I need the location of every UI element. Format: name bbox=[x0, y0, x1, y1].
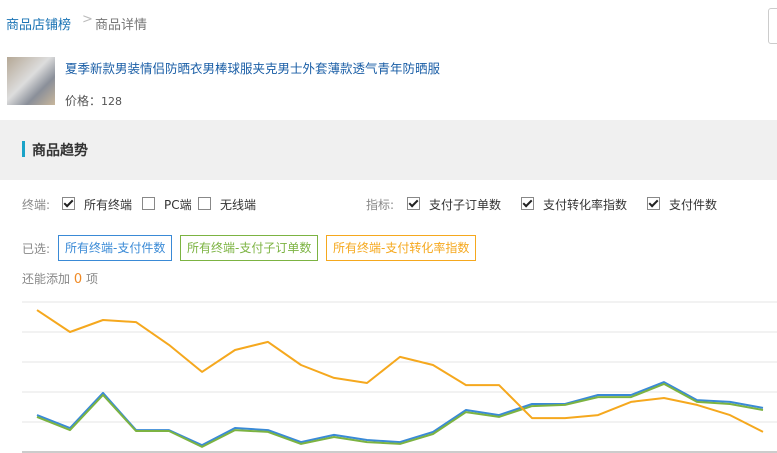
checkbox-label: 支付子订单数 bbox=[429, 198, 502, 212]
filter-label: 指标: bbox=[366, 198, 395, 212]
remaining-prefix: 还能添加 bbox=[22, 272, 71, 286]
checkbox[interactable] bbox=[62, 197, 75, 210]
breadcrumb-current: 商品详情 bbox=[95, 18, 148, 33]
legend-tag[interactable]: 所有终端-支付转化率指数 bbox=[326, 235, 477, 261]
checkbox[interactable] bbox=[407, 197, 420, 210]
section-header bbox=[0, 120, 777, 180]
checkbox[interactable] bbox=[521, 197, 534, 210]
checkbox[interactable] bbox=[647, 197, 660, 210]
checkbox[interactable] bbox=[198, 197, 211, 210]
series-line bbox=[36, 382, 764, 448]
remaining: 还能添加 0 项 bbox=[22, 270, 98, 287]
section-title: 商品趋势 bbox=[32, 143, 88, 159]
checkbox-label: 支付转化率指数 bbox=[543, 198, 628, 212]
breadcrumb-link[interactable]: 商品店铺榜 bbox=[6, 18, 72, 33]
product-image[interactable] bbox=[7, 57, 55, 105]
section-marker bbox=[22, 141, 25, 157]
filter-label: 终端: bbox=[22, 198, 51, 212]
chart bbox=[22, 301, 777, 453]
checkbox-label: PC端 bbox=[164, 198, 192, 212]
series-line bbox=[36, 309, 764, 433]
legend-tag[interactable]: 所有终端-支付子订单数 bbox=[180, 235, 319, 261]
price: 价格：128 bbox=[65, 92, 122, 109]
checkbox-label: 支付件数 bbox=[669, 198, 718, 212]
remaining-count: 0 bbox=[73, 272, 83, 287]
product-title[interactable]: 夏季新款男装情侣防晒衣男棒球服夹克男士外套薄款透气青年防晒服 bbox=[65, 61, 441, 76]
search-box[interactable] bbox=[768, 8, 777, 44]
checkbox-label: 所有终端 bbox=[84, 198, 133, 212]
checkbox-label: 无线端 bbox=[220, 198, 257, 212]
price-label: 价格： bbox=[65, 94, 102, 108]
selected-label: 已选: bbox=[22, 242, 51, 256]
price-value: 128 bbox=[101, 95, 123, 108]
checkbox[interactable] bbox=[142, 197, 155, 210]
legend-tag[interactable]: 所有终端-支付件数 bbox=[58, 235, 173, 261]
remaining-suffix: 项 bbox=[85, 272, 98, 286]
breadcrumb-separator: > bbox=[82, 12, 93, 27]
